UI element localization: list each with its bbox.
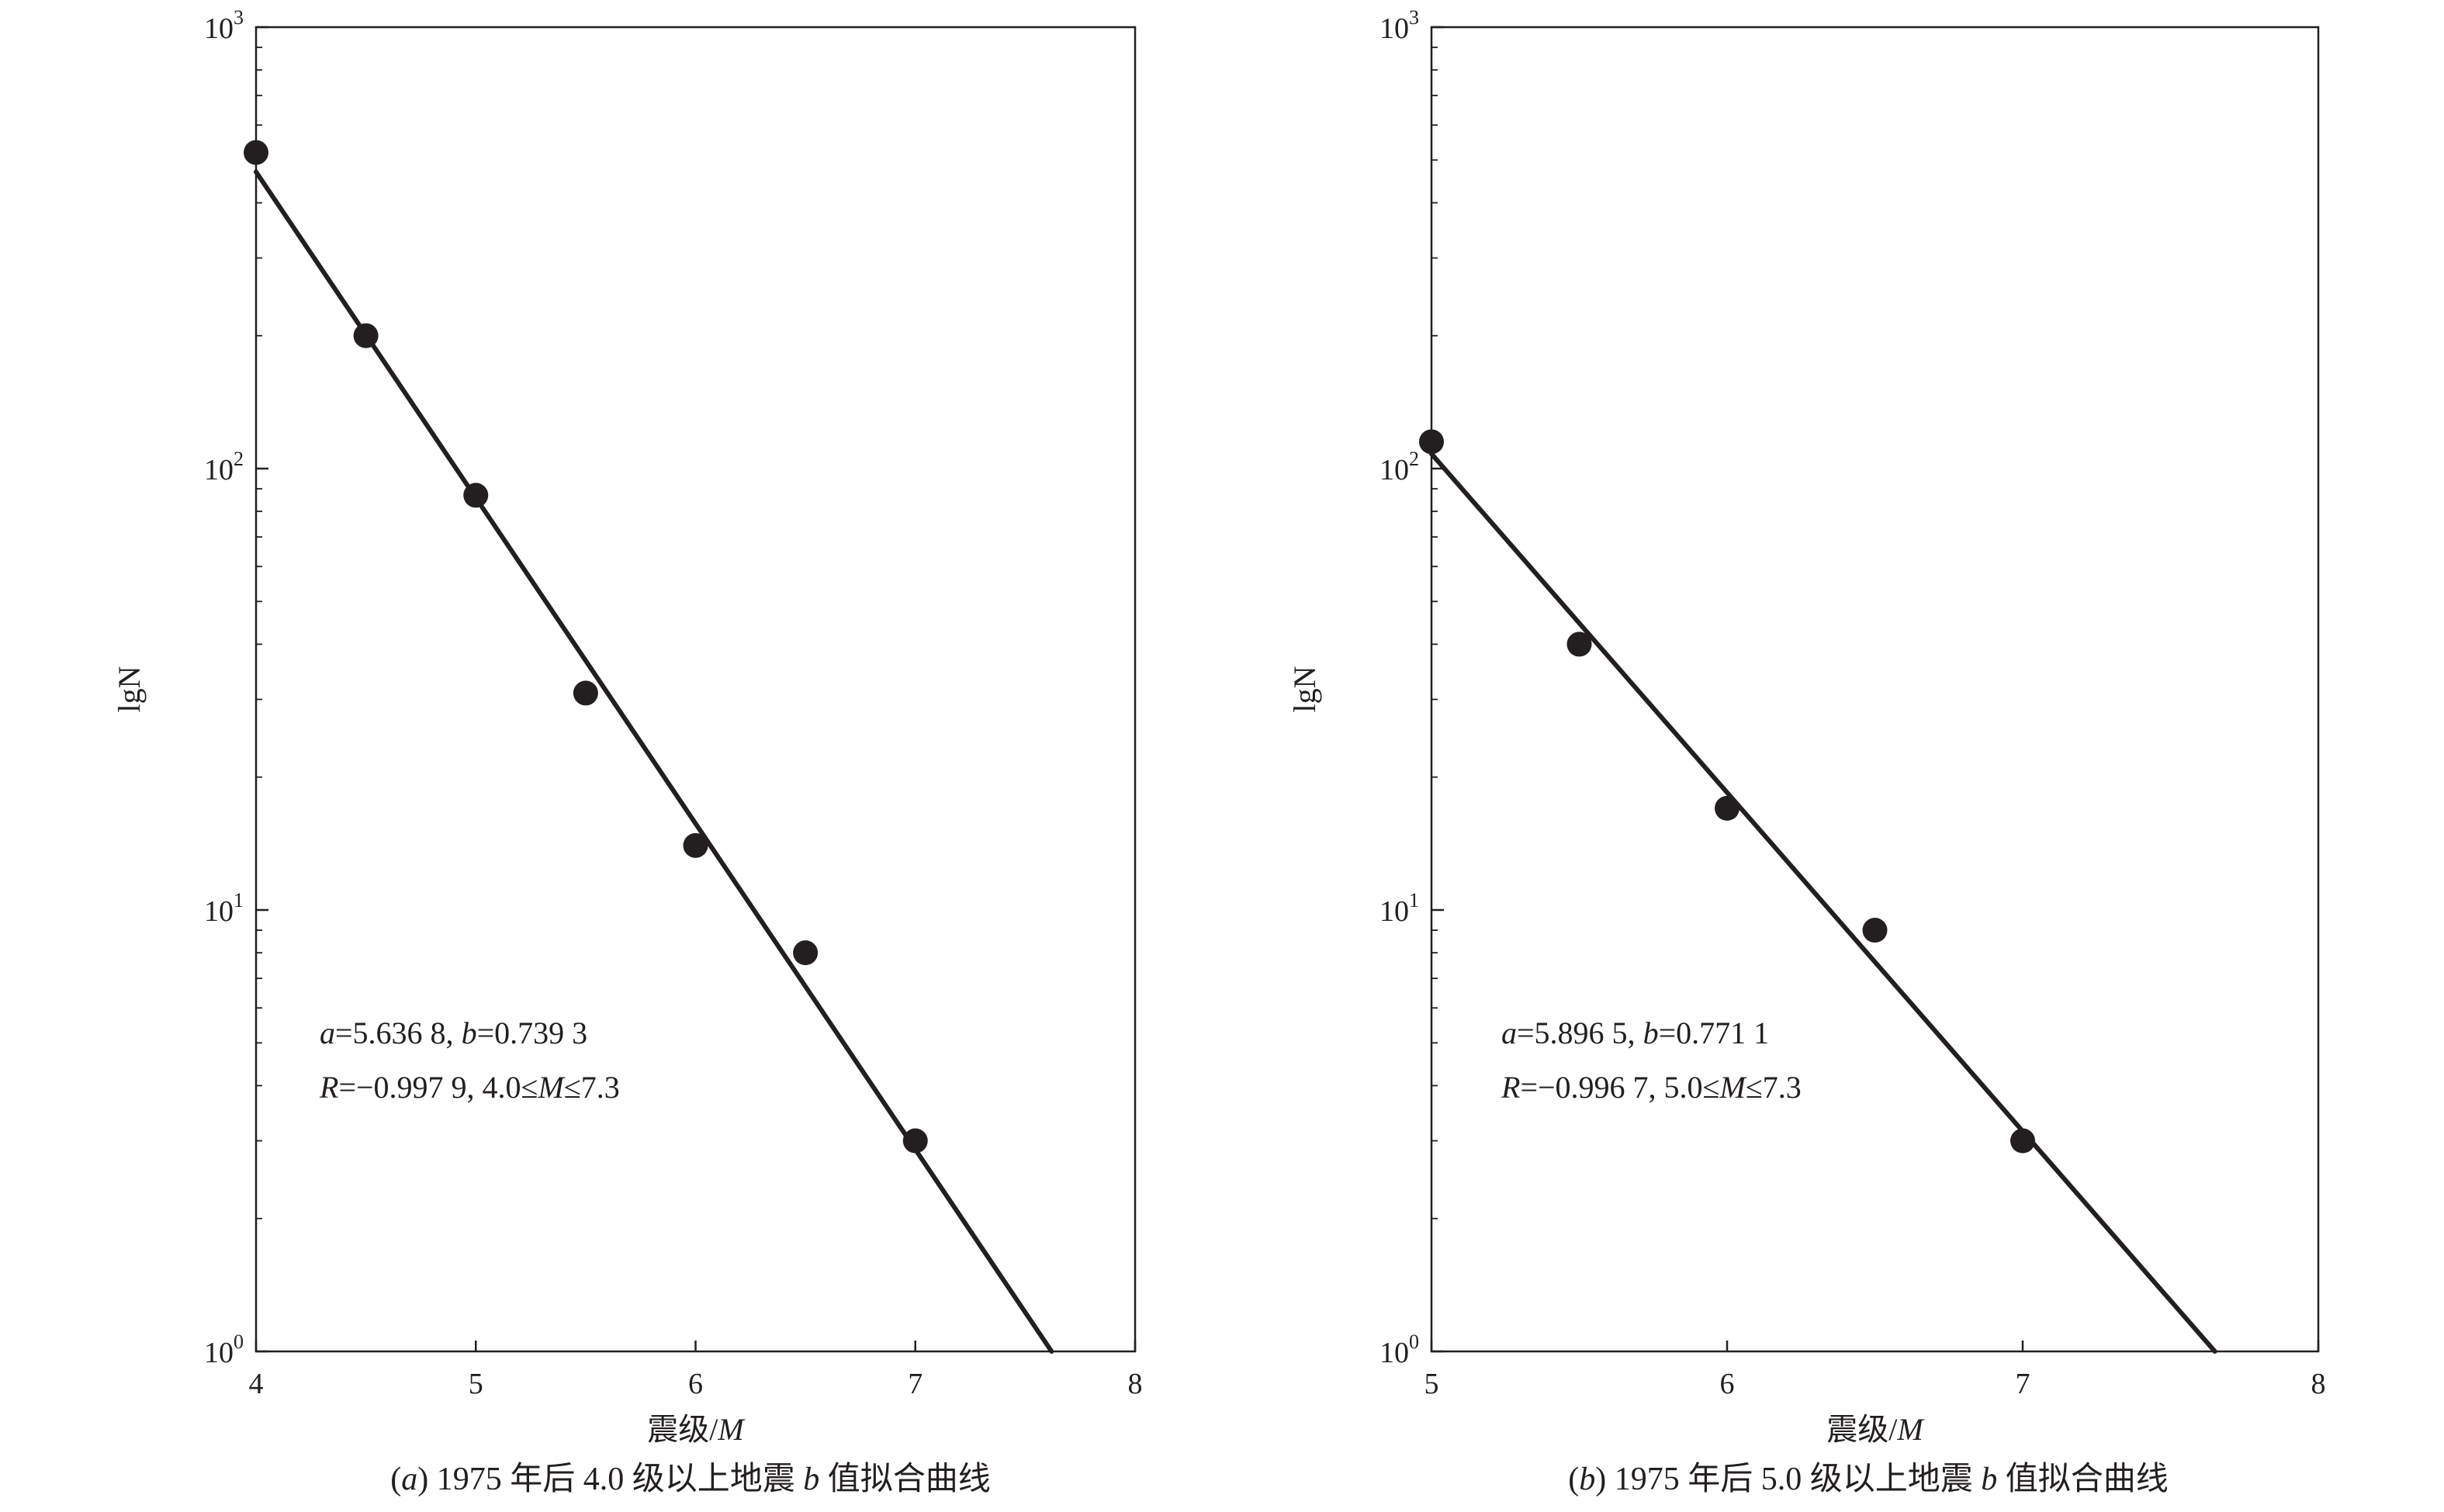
data-point bbox=[683, 832, 708, 858]
x-tick-label: 7 bbox=[2016, 1368, 2030, 1400]
fit-line bbox=[1429, 451, 2217, 1354]
plot-frame bbox=[254, 26, 1137, 1353]
y-tick-exponent: 3 bbox=[234, 6, 244, 29]
y-tick-base: 10 bbox=[1380, 12, 1409, 45]
data-point bbox=[793, 940, 819, 966]
fit-stats: R=−0.997 9, 4.0≤M≤7.3 bbox=[319, 1070, 620, 1105]
data-point bbox=[573, 680, 598, 706]
data-point bbox=[2010, 1128, 2035, 1154]
plot-frame bbox=[1430, 26, 2320, 1353]
data-point bbox=[463, 483, 489, 508]
y-tick-exponent: 3 bbox=[1409, 6, 1419, 29]
x-tick-label: 5 bbox=[469, 1368, 483, 1400]
data-point bbox=[353, 323, 379, 348]
y-tick-label: 101 bbox=[204, 889, 244, 928]
x-tick-label: 7 bbox=[908, 1368, 923, 1400]
x-tick-label: 5 bbox=[1425, 1368, 1439, 1400]
data-point bbox=[1715, 795, 1740, 821]
y-tick-exponent: 2 bbox=[234, 448, 244, 470]
y-tick-label: 102 bbox=[1380, 448, 1419, 486]
y-tick-base: 10 bbox=[204, 12, 234, 45]
y-tick-exponent: 2 bbox=[1409, 448, 1419, 470]
data-point bbox=[1566, 631, 1592, 657]
data-point bbox=[1419, 429, 1444, 455]
x-tick-label: 6 bbox=[1720, 1368, 1735, 1400]
fit-params: a=5.636 8, b=0.739 3 bbox=[320, 1015, 587, 1050]
y-tick-base: 10 bbox=[204, 895, 234, 928]
y-axis-label: lgN bbox=[1287, 666, 1322, 713]
y-tick-exponent: 1 bbox=[1409, 889, 1419, 912]
x-axis-label: 震级/M bbox=[647, 1412, 746, 1447]
y-tick-base: 10 bbox=[1380, 895, 1409, 928]
y-axis-label: lgN bbox=[112, 666, 147, 713]
y-tick-label: 103 bbox=[1380, 6, 1419, 45]
y-tick-base: 10 bbox=[204, 454, 234, 486]
y-tick-exponent: 1 bbox=[234, 889, 244, 912]
panel-caption: (a) 1975 年后 4.0 级以上地震 b 值拟合曲线 bbox=[390, 1461, 991, 1497]
x-tick-label: 4 bbox=[249, 1368, 264, 1400]
y-tick-label: 100 bbox=[1380, 1330, 1419, 1369]
fit-stats: R=−0.996 7, 5.0≤M≤7.3 bbox=[1501, 1070, 1802, 1105]
y-tick-label: 101 bbox=[1380, 889, 1419, 928]
data-point bbox=[902, 1128, 928, 1154]
y-tick-label: 102 bbox=[204, 448, 244, 486]
y-tick-label: 100 bbox=[204, 1330, 244, 1369]
y-tick-exponent: 0 bbox=[234, 1330, 244, 1353]
data-point bbox=[1862, 918, 1888, 943]
fit-line bbox=[254, 169, 1054, 1354]
y-tick-base: 10 bbox=[1380, 1337, 1409, 1369]
x-tick-label: 6 bbox=[688, 1368, 703, 1400]
x-tick-label: 8 bbox=[2311, 1368, 2326, 1400]
y-tick-exponent: 0 bbox=[1409, 1330, 1419, 1353]
y-tick-base: 10 bbox=[1380, 454, 1409, 486]
panel-caption: (b) 1975 年后 5.0 级以上地震 b 值拟合曲线 bbox=[1568, 1461, 2169, 1497]
x-axis-label: 震级/M bbox=[1826, 1412, 1925, 1447]
data-point bbox=[244, 140, 268, 165]
y-tick-label: 103 bbox=[204, 6, 244, 45]
y-tick-base: 10 bbox=[204, 1337, 234, 1369]
fit-params: a=5.896 5, b=0.771 1 bbox=[1501, 1015, 1769, 1050]
x-tick-label: 8 bbox=[1128, 1368, 1143, 1400]
